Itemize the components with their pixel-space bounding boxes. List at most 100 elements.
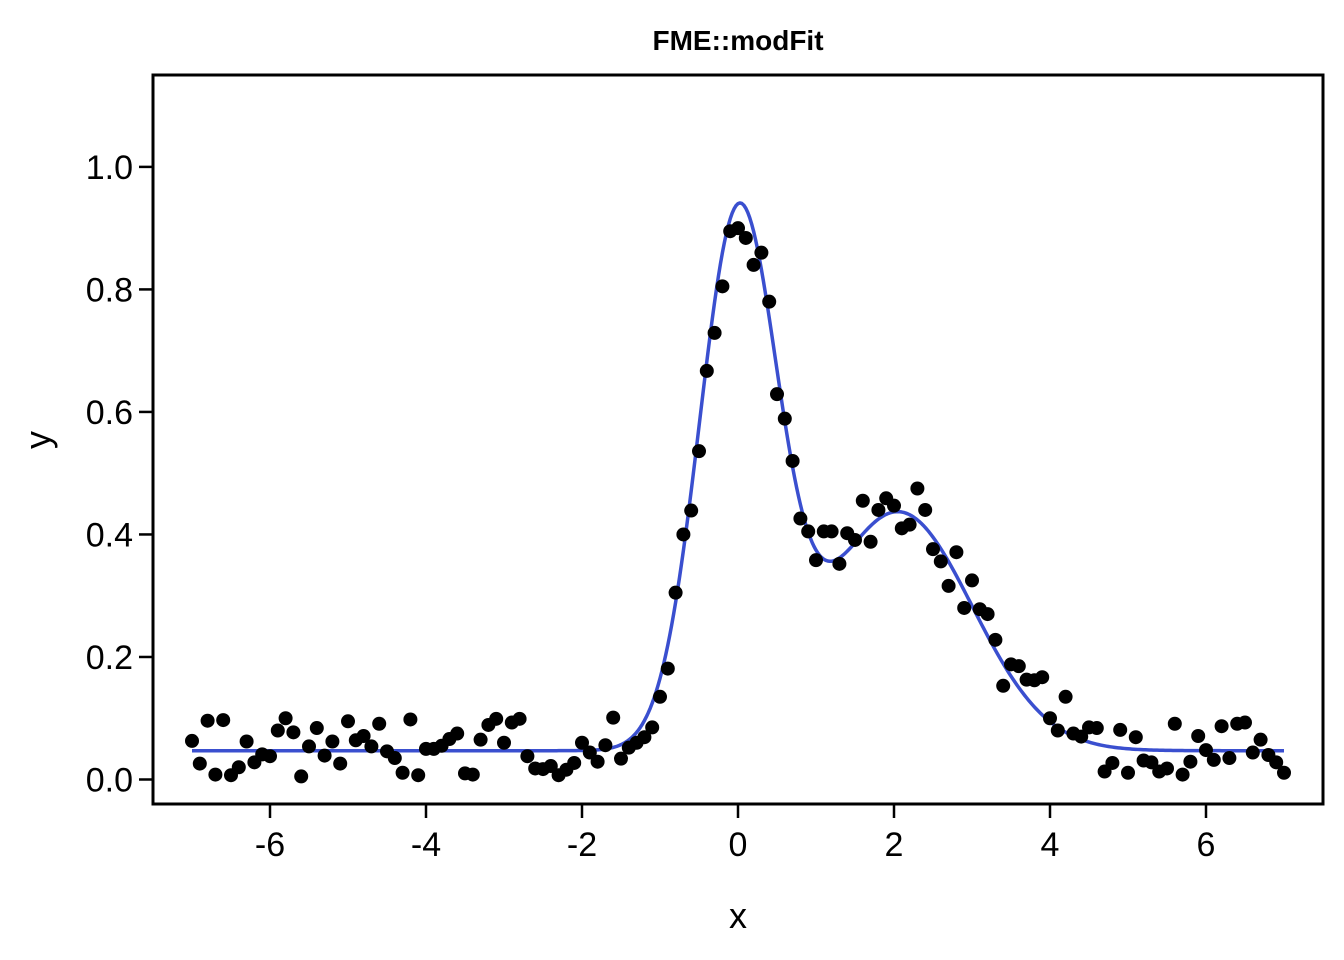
data-point — [333, 756, 348, 771]
data-point — [317, 748, 332, 763]
data-point — [910, 481, 925, 496]
data-point — [606, 710, 621, 725]
data-point — [715, 279, 730, 294]
x-tick-label: 4 — [1041, 826, 1060, 864]
fit-layer — [192, 201, 1284, 753]
data-point — [1245, 745, 1260, 760]
x-tick-label: -6 — [255, 826, 285, 864]
data-point — [949, 545, 964, 560]
data-point — [239, 734, 254, 749]
data-point — [1089, 721, 1104, 736]
data-point — [403, 712, 418, 727]
data-point — [372, 716, 387, 731]
data-point — [364, 739, 379, 754]
data-point — [933, 554, 948, 569]
data-point — [1253, 732, 1268, 747]
y-axis-title: y — [17, 431, 58, 449]
data-point — [614, 751, 628, 766]
data-point — [645, 720, 660, 735]
data-point — [1175, 767, 1190, 782]
data-point — [1105, 755, 1120, 770]
y-tick-label: 0.8 — [86, 271, 133, 309]
data-point — [855, 493, 870, 508]
data-point — [263, 749, 277, 764]
data-point — [598, 738, 613, 753]
data-point — [567, 755, 582, 770]
data-point — [1167, 716, 1182, 731]
data-point — [965, 573, 979, 588]
data-point — [887, 498, 901, 513]
data-point — [200, 713, 215, 728]
data-point — [302, 739, 316, 754]
data-point — [450, 726, 465, 741]
data-point — [926, 542, 940, 557]
data-point — [1058, 689, 1073, 704]
data-point — [793, 511, 808, 526]
data-point — [341, 714, 355, 729]
data-point — [996, 678, 1011, 693]
plot-frame — [151, 73, 1325, 806]
data-point — [941, 578, 956, 593]
data-point — [824, 524, 839, 539]
data-point — [707, 325, 722, 340]
y-tick-label: 0.6 — [86, 394, 133, 432]
fit-line — [192, 201, 1284, 753]
data-point — [988, 632, 1003, 647]
data-point — [1144, 755, 1159, 770]
data-point — [590, 754, 605, 769]
data-point — [809, 553, 823, 568]
data-point — [1183, 754, 1198, 769]
data-point — [497, 735, 511, 750]
data-point — [699, 363, 714, 378]
data-point — [746, 257, 761, 272]
x-tick-label: 2 — [885, 826, 904, 864]
data-point — [356, 729, 371, 743]
data-point — [1214, 719, 1229, 734]
data-point — [762, 294, 777, 309]
data-point — [309, 721, 324, 736]
x-axis-title: x — [729, 895, 747, 936]
data-point — [325, 734, 340, 749]
data-point — [676, 527, 691, 542]
data-point — [848, 532, 862, 547]
data-point — [1277, 765, 1291, 780]
data-point — [512, 711, 527, 726]
data-point — [192, 756, 207, 771]
data-point — [1043, 711, 1057, 726]
data-point — [575, 735, 589, 750]
data-point — [278, 711, 293, 726]
y-axis: 0.0 0.2 0.4 0.6 0.8 1.0 — [86, 149, 153, 799]
x-axis: -6 -4 -2 0 2 4 6 — [255, 804, 1216, 864]
data-point — [286, 725, 301, 740]
data-point — [668, 585, 683, 600]
data-point — [1206, 752, 1221, 767]
data-point — [1238, 715, 1252, 730]
data-point — [387, 751, 402, 766]
data-point — [832, 556, 847, 571]
data-point — [1191, 729, 1206, 743]
points-layer — [185, 221, 1291, 784]
data-point — [637, 730, 652, 745]
data-point — [1128, 730, 1143, 745]
data-point — [770, 387, 784, 402]
data-point — [465, 767, 480, 782]
data-point — [543, 759, 558, 774]
data-point — [185, 733, 199, 748]
data-point — [980, 607, 995, 622]
data-point — [489, 711, 504, 726]
data-point — [692, 444, 706, 459]
data-point — [777, 411, 792, 426]
x-tick-label: 0 — [729, 826, 748, 864]
data-point — [1269, 755, 1284, 770]
x-tick-label: 6 — [1197, 826, 1216, 864]
data-point — [801, 524, 816, 539]
data-point — [411, 768, 426, 783]
data-point — [1113, 722, 1128, 737]
data-point — [208, 767, 223, 782]
y-tick-label: 0.0 — [86, 761, 133, 799]
data-point — [754, 245, 769, 260]
data-point — [1050, 723, 1065, 738]
data-point — [738, 230, 753, 245]
data-point — [684, 503, 699, 518]
data-point — [582, 745, 597, 760]
